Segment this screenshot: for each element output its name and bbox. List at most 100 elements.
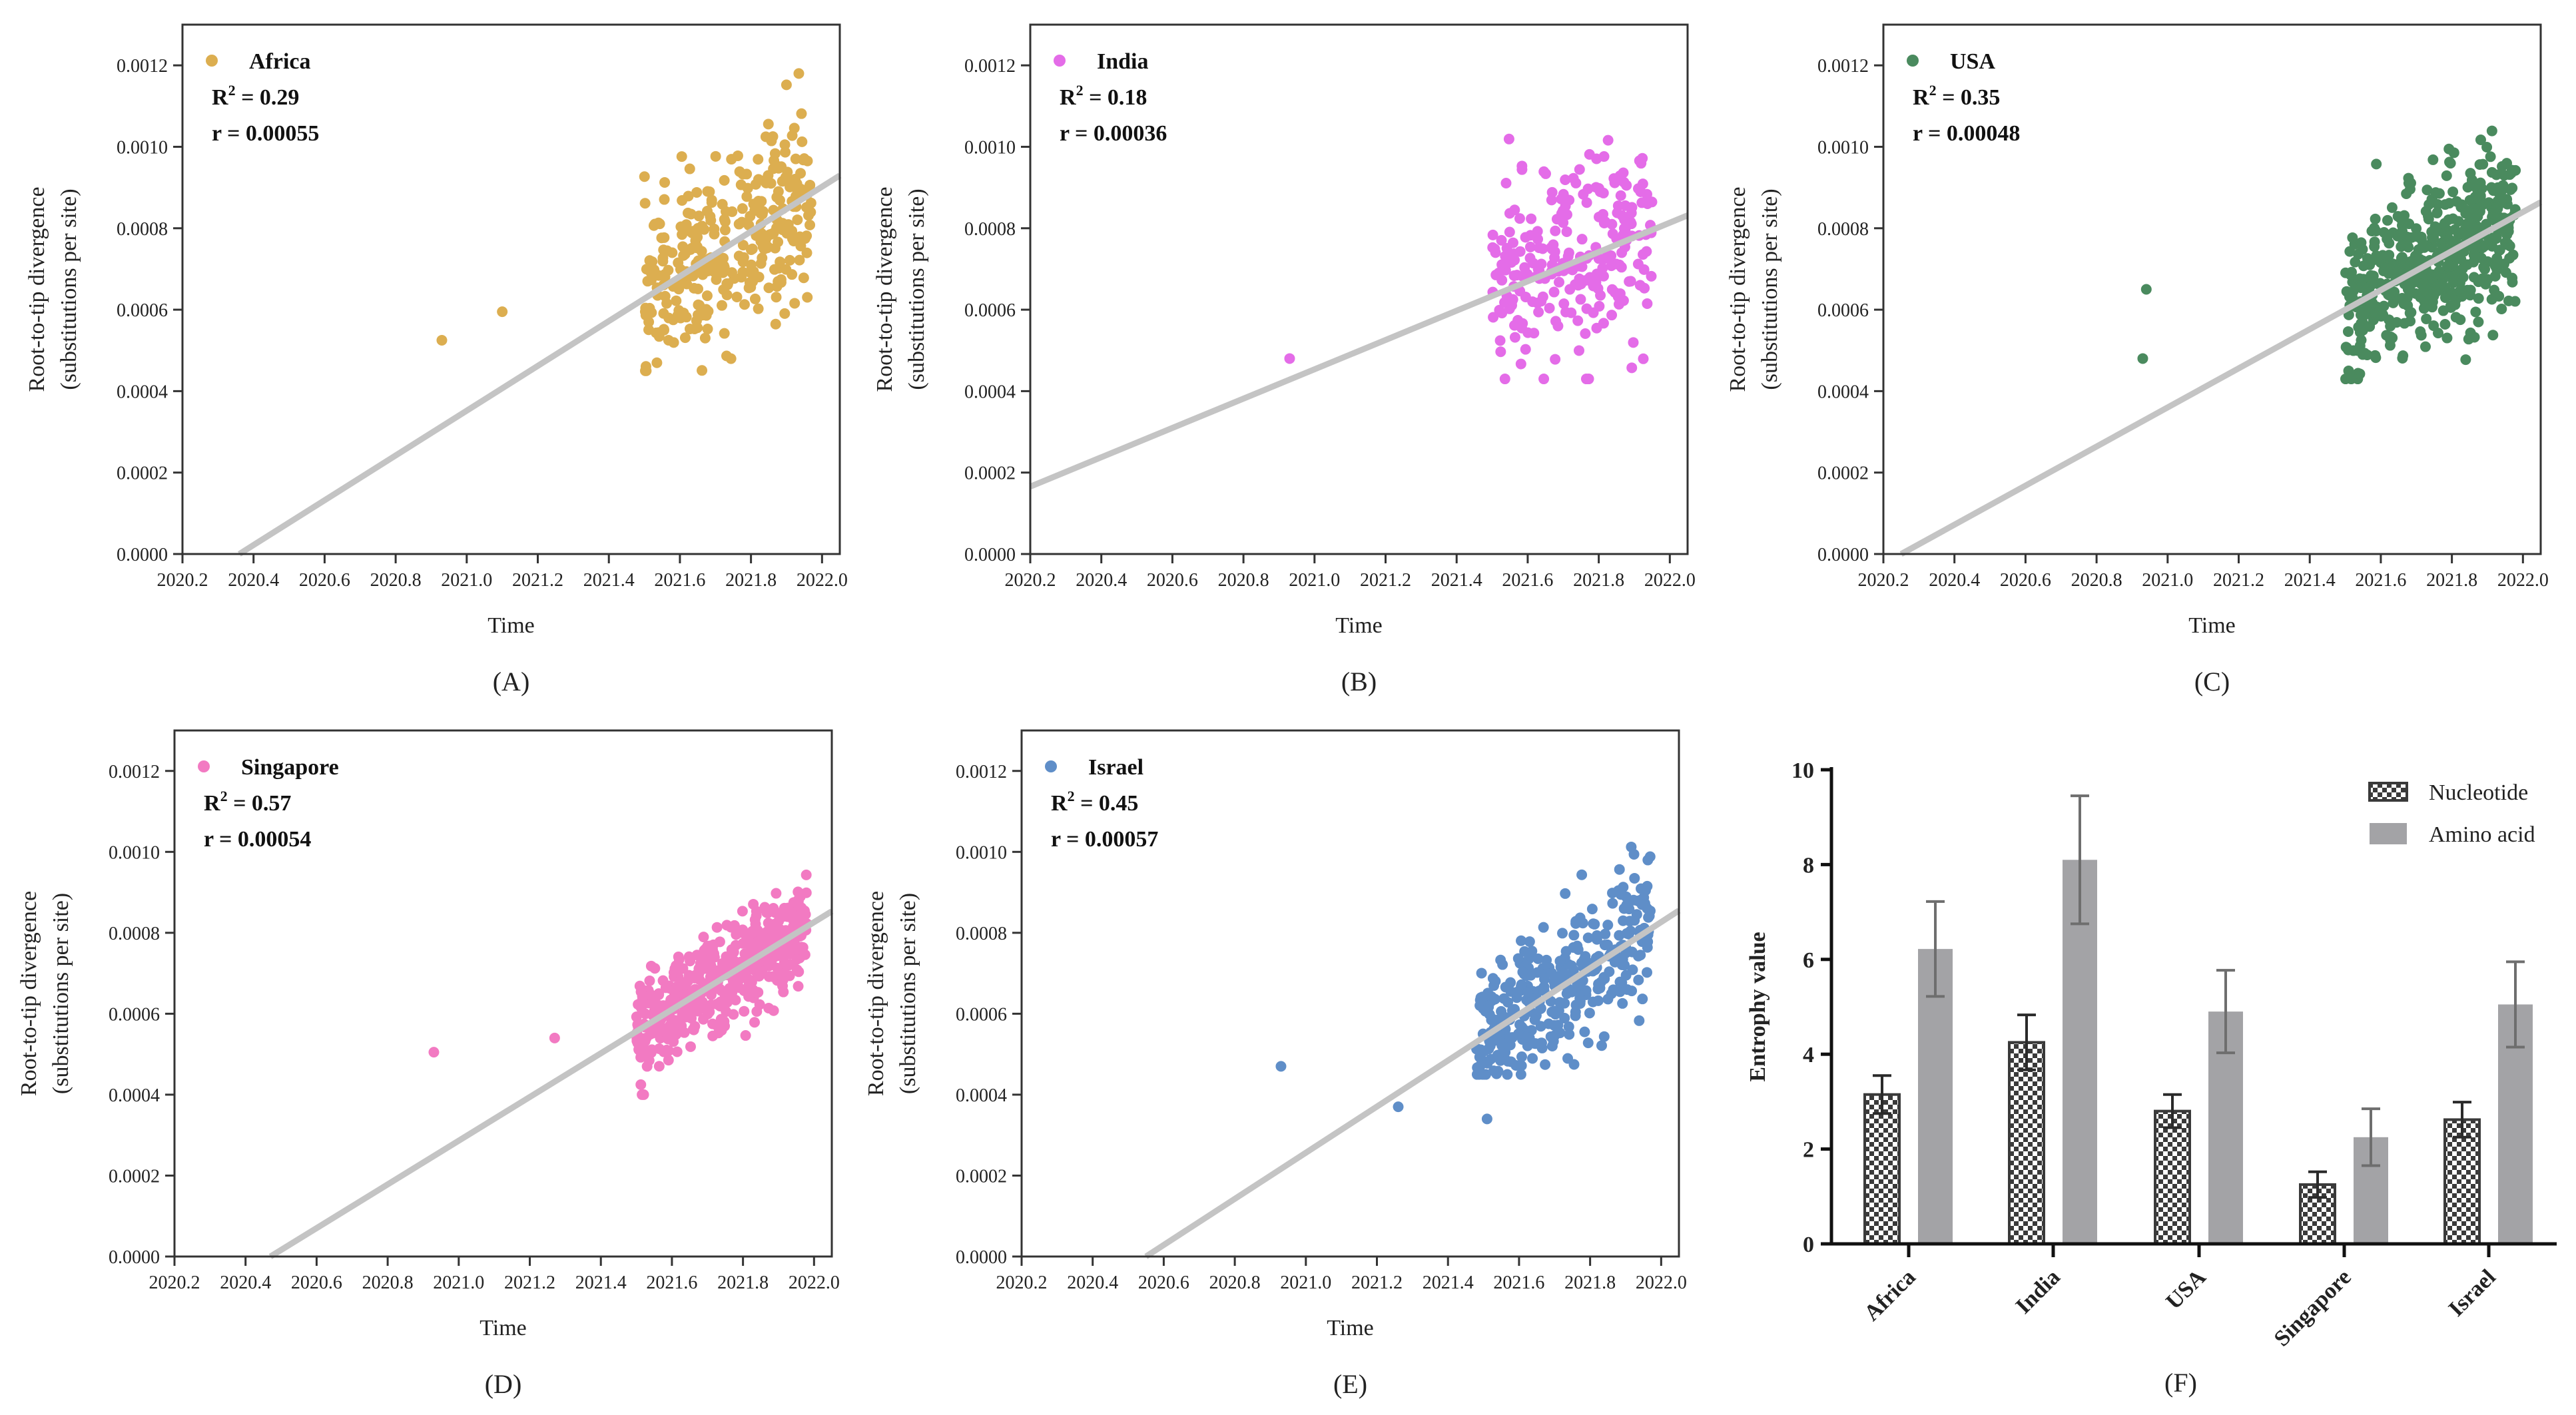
y-tick-label: 0.0012 xyxy=(964,56,1016,77)
data-point xyxy=(1567,264,1578,276)
x-tick-label: 2020.6 xyxy=(2000,570,2051,591)
data-point xyxy=(1636,883,1647,894)
data-point xyxy=(709,228,720,240)
data-point xyxy=(1606,218,1618,230)
data-point xyxy=(671,1046,683,1057)
data-point xyxy=(661,1044,673,1055)
data-point xyxy=(701,310,712,321)
data-point xyxy=(684,163,695,174)
y-tick-label: 0.0000 xyxy=(1817,545,1869,565)
data-point xyxy=(2419,242,2430,253)
data-point xyxy=(2382,214,2394,226)
scatter-panel-india: 2020.2 2020.4 2020.6 2020.8 2021.0 2021.2 2021… xyxy=(872,23,1696,697)
data-point xyxy=(2356,334,2367,346)
data-point xyxy=(742,974,753,985)
data-point xyxy=(702,324,713,335)
data-point xyxy=(658,244,669,256)
data-point xyxy=(763,119,774,130)
y-tick-label: 0 xyxy=(1803,1233,1814,1257)
r-squared-label: R2 = 0.57 xyxy=(204,788,291,816)
data-point xyxy=(2504,240,2515,252)
data-point xyxy=(2365,299,2376,310)
r-squared-value: = 0.57 xyxy=(228,791,292,816)
legend-series-name: India xyxy=(1097,49,1149,74)
data-point xyxy=(2487,330,2499,341)
data-point xyxy=(741,191,753,202)
y-axis-label: Root-to-tip divergence xyxy=(872,186,897,392)
panel-label: (B) xyxy=(1341,667,1377,697)
y-tick-label: 0.0008 xyxy=(1817,219,1869,240)
data-point xyxy=(1624,916,1636,927)
data-point xyxy=(673,284,685,295)
data-point xyxy=(631,1011,642,1023)
data-point xyxy=(764,229,775,240)
data-point xyxy=(1528,328,1540,339)
data-point xyxy=(788,235,799,246)
data-point xyxy=(2472,211,2483,222)
data-point xyxy=(1607,898,1618,909)
data-point xyxy=(1582,932,1594,944)
data-point xyxy=(1644,910,1655,922)
data-point xyxy=(2443,234,2455,245)
data-point xyxy=(2404,218,2415,230)
data-point xyxy=(2368,270,2379,282)
y-axis-label: Root-to-tip divergence xyxy=(1726,186,1750,392)
data-point xyxy=(663,1055,674,1066)
data-point xyxy=(2427,269,2438,280)
data-point xyxy=(1516,1051,1527,1062)
data-point xyxy=(1550,225,1561,236)
y-axis-label: Entrophy value xyxy=(1746,932,1770,1081)
data-point xyxy=(2486,294,2497,305)
data-point xyxy=(1629,872,1640,884)
data-point xyxy=(728,974,739,986)
data-point xyxy=(1619,960,1630,971)
category-label: Africa xyxy=(1859,1265,1921,1326)
data-point xyxy=(797,136,808,147)
data-point xyxy=(2501,194,2513,205)
data-point xyxy=(1620,902,1632,913)
x-axis-label: Time xyxy=(487,613,535,638)
data-point xyxy=(2398,350,2409,362)
data-point xyxy=(1574,995,1586,1007)
data-point xyxy=(805,219,816,230)
data-point xyxy=(737,203,748,214)
data-point xyxy=(2427,154,2439,165)
y-tick-label: 0.0010 xyxy=(956,842,1007,863)
data-point xyxy=(767,971,779,982)
data-point xyxy=(1641,967,1652,978)
y-tick-label: 0.0008 xyxy=(964,219,1016,240)
data-point xyxy=(2478,262,2489,273)
data-point xyxy=(1516,1060,1527,1071)
data-point xyxy=(768,163,779,174)
data-point xyxy=(1606,260,1617,272)
data-point xyxy=(2443,214,2454,226)
x-tick-label: 2021.4 xyxy=(575,1273,627,1293)
data-point xyxy=(707,1030,719,1041)
x-tick-label: 2021.8 xyxy=(2426,570,2477,591)
data-point xyxy=(1549,246,1560,258)
data-point xyxy=(1608,984,1619,995)
data-point xyxy=(705,211,716,222)
data-point xyxy=(698,1013,709,1025)
data-point xyxy=(1499,374,1510,385)
data-point xyxy=(685,323,696,334)
data-point xyxy=(701,290,713,302)
data-point xyxy=(1584,272,1596,283)
x-tick-label: 2020.8 xyxy=(1218,570,1269,591)
data-point xyxy=(1642,298,1653,310)
data-point xyxy=(698,932,709,943)
data-point xyxy=(2137,353,2148,364)
data-point xyxy=(711,922,723,933)
data-point xyxy=(2492,182,2503,193)
x-axis-label: Time xyxy=(1327,1316,1374,1340)
data-point xyxy=(736,216,747,228)
data-point xyxy=(711,1019,722,1031)
data-point xyxy=(781,79,792,91)
data-point xyxy=(1637,993,1648,1005)
data-point xyxy=(2434,269,2445,280)
data-point xyxy=(2447,277,2459,288)
data-point xyxy=(436,334,448,346)
data-point xyxy=(1496,274,1508,286)
data-point xyxy=(1284,353,1295,364)
data-point xyxy=(1576,261,1588,272)
